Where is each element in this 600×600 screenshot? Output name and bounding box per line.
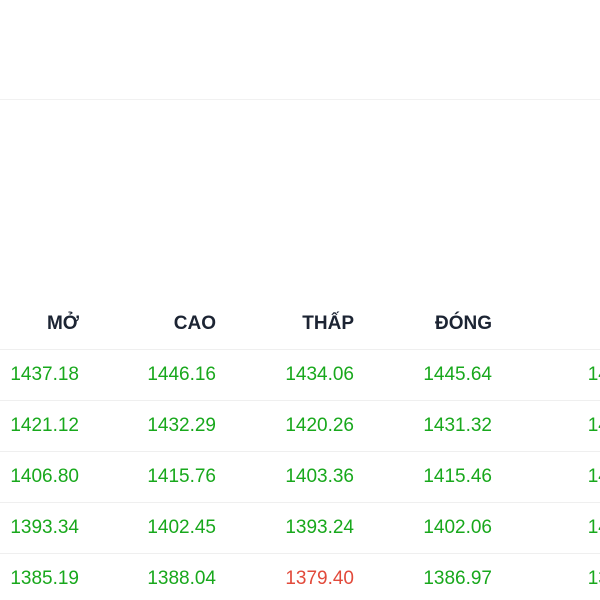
cell-extra: 1415	[587, 466, 600, 487]
cell-low: 1403.36	[285, 466, 354, 487]
table-row: 1406.80 1415.76 1403.36 1415.46 1415	[0, 452, 600, 503]
cell-high: 1402.45	[147, 517, 216, 538]
cell-low: 1434.06	[285, 364, 354, 385]
cell-close: 1386.97	[423, 568, 492, 589]
table-row: 1437.18 1446.16 1434.06 1445.64 1443	[0, 350, 600, 401]
cell-open: 1421.12	[10, 415, 79, 436]
cell-open: 1437.18	[10, 364, 79, 385]
table-row: 1421.12 1432.29 1420.26 1431.32 1431	[0, 401, 600, 452]
cell-open: 1406.80	[10, 466, 79, 487]
divider	[0, 99, 600, 100]
cell-extra: 1431	[587, 415, 600, 436]
cell-close: 1445.64	[423, 364, 492, 385]
cell-close: 1415.46	[423, 466, 492, 487]
cell-close: 1402.06	[423, 517, 492, 538]
cell-close: 1431.32	[423, 415, 492, 436]
cell-low: 1393.24	[285, 517, 354, 538]
cell-extra: 1402	[587, 517, 600, 538]
header-close[interactable]: ĐÓNG	[435, 312, 492, 334]
cell-high: 1432.29	[147, 415, 216, 436]
table-header-row: MỞ CAO THẤP ĐÓNG	[0, 298, 600, 350]
cell-low: 1420.26	[285, 415, 354, 436]
cell-low: 1379.40	[285, 568, 354, 589]
table-row: 1393.34 1402.45 1393.24 1402.06 1402	[0, 503, 600, 554]
cell-extra: 1443	[587, 364, 600, 385]
cell-high: 1446.16	[147, 364, 216, 385]
cell-open: 1393.34	[10, 517, 79, 538]
price-table: MỞ CAO THẤP ĐÓNG 1437.18 1446.16 1434.06…	[0, 298, 600, 600]
cell-extra: 1386	[587, 568, 600, 589]
cell-high: 1415.76	[147, 466, 216, 487]
cell-open: 1385.19	[10, 568, 79, 589]
header-high[interactable]: CAO	[173, 312, 216, 334]
header-open[interactable]: MỞ	[46, 312, 79, 334]
table-row: 1385.19 1388.04 1379.40 1386.97 1386	[0, 554, 600, 600]
cell-high: 1388.04	[147, 568, 216, 589]
header-low[interactable]: THẤP	[302, 312, 354, 334]
